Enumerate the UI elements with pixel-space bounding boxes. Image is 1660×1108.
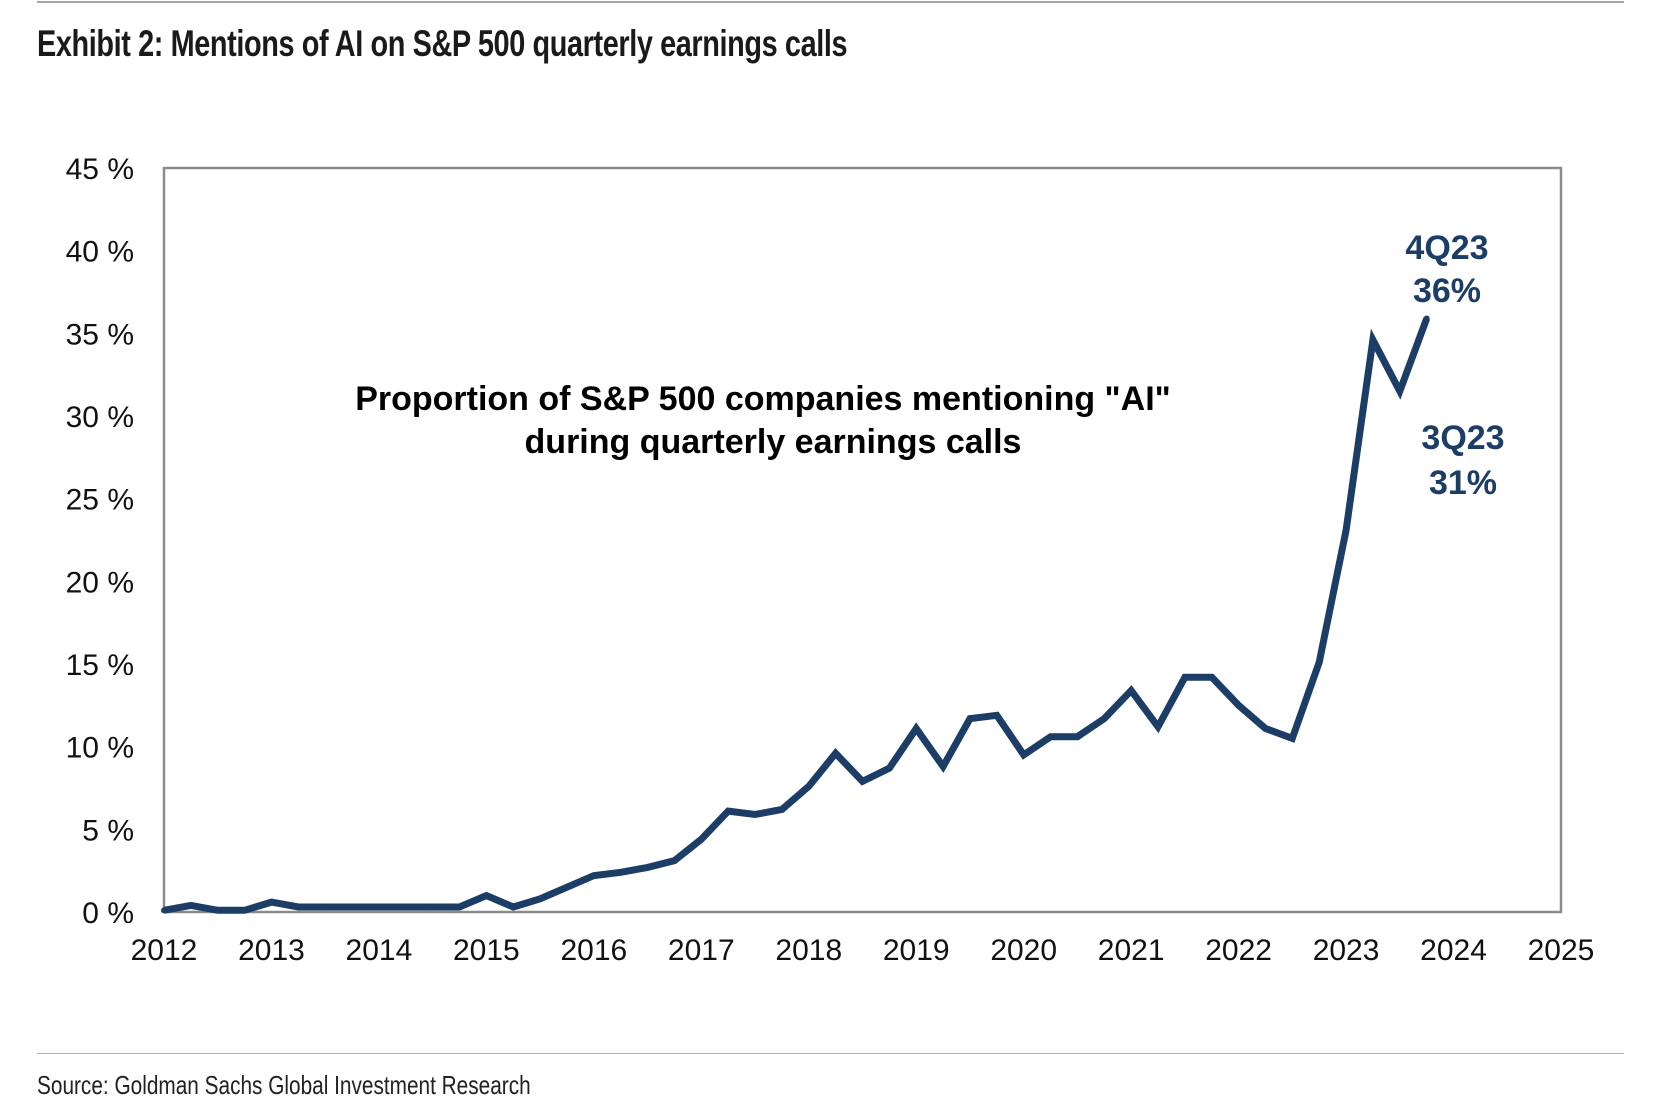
y-tick-label: 20 %: [66, 566, 134, 599]
data-point-1Q22: [1235, 702, 1242, 709]
data-point-1Q17: [698, 836, 705, 843]
point-annotations: 4Q23 36% 3Q23 31%: [1405, 229, 1504, 502]
data-point-4Q15: [563, 884, 570, 891]
data-point-2Q14: [402, 904, 409, 911]
x-tick-label: 2023: [1313, 934, 1380, 967]
data-point-2Q12: [187, 902, 194, 909]
y-axis-ticks: 0 % 5 % 10 % 15 % 20 % 25 % 30 % 35 % 40 % 45 %: [66, 153, 134, 930]
x-tick-label: 2022: [1205, 934, 1272, 967]
x-tick-label: 2021: [1098, 934, 1165, 967]
x-tick-label: 2019: [883, 934, 950, 967]
y-tick-label: 45 %: [66, 153, 134, 186]
x-tick-label: 2025: [1528, 934, 1595, 967]
data-point-1Q13: [268, 899, 275, 906]
data-point-4Q19: [993, 712, 1000, 719]
center-note-line-2: during quarterly earnings calls: [525, 423, 1022, 461]
data-point-2Q23: [1369, 336, 1376, 343]
data-point-4Q21: [1208, 674, 1215, 681]
y-tick-label: 5 %: [82, 814, 134, 847]
data-point-4Q20: [1101, 715, 1108, 722]
data-point-1Q23: [1343, 527, 1350, 534]
source-note: Source: Goldman Sachs Global Investment …: [37, 1070, 531, 1100]
data-point-1Q12: [161, 907, 167, 914]
data-point-3Q19: [966, 715, 973, 722]
data-point-3Q21: [1181, 674, 1188, 681]
data-point-3Q23: [1396, 388, 1403, 395]
data-point-3Q20: [1074, 733, 1081, 740]
y-tick-label: 35 %: [66, 318, 134, 351]
data-point-2Q22: [1262, 725, 1269, 732]
data-point-2Q13: [295, 904, 302, 911]
y-tick-label: 15 %: [66, 649, 134, 682]
data-point-4Q17: [778, 806, 785, 813]
data-point-4Q16: [671, 857, 678, 864]
x-tick-label: 2024: [1420, 934, 1487, 967]
bottom-rule: [37, 1053, 1624, 1054]
annotation-4q23-label: 4Q23: [1405, 229, 1488, 267]
data-point-1Q14: [375, 904, 382, 911]
data-point-2Q17: [725, 808, 732, 815]
y-tick-label: 25 %: [66, 484, 134, 517]
data-point-2Q20: [1047, 733, 1054, 740]
y-tick-label: 0 %: [82, 897, 134, 930]
data-point-2Q21: [1155, 723, 1162, 730]
data-point-2Q18: [832, 750, 839, 757]
x-axis-ticks: 2012 2013 2014 2015 2016 2017 2018 2019 2020 2021…: [131, 934, 1595, 967]
plot-area-frame: [162, 166, 1563, 914]
data-point-1Q21: [1128, 687, 1135, 694]
y-tick-label: 10 %: [66, 732, 134, 765]
y-tick-label: 40 %: [66, 236, 134, 269]
data-point-1Q16: [590, 872, 597, 879]
data-point-4Q22: [1316, 659, 1323, 666]
x-tick-label: 2013: [238, 934, 305, 967]
data-point-3Q14: [429, 904, 436, 911]
x-tick-label: 2017: [668, 934, 735, 967]
data-point-3Q22: [1289, 735, 1296, 742]
data-point-1Q15: [483, 892, 490, 899]
exhibit-title: Exhibit 2: Mentions of AI on S&P 500 qua…: [37, 23, 848, 64]
data-point-1Q19: [913, 725, 920, 732]
annotation-3q23-value: 31%: [1429, 464, 1497, 502]
x-tick-label: 2016: [560, 934, 627, 967]
x-tick-label: 2020: [990, 934, 1057, 967]
data-point-2Q15: [510, 904, 517, 911]
x-tick-label: 2015: [453, 934, 520, 967]
x-tick-label: 2018: [775, 934, 842, 967]
data-point-3Q17: [752, 811, 759, 818]
x-tick-label: 2012: [131, 934, 198, 967]
annotation-4q23-value: 36%: [1413, 272, 1481, 310]
y-tick-label: 30 %: [66, 401, 134, 434]
x-tick-label: 2014: [346, 934, 413, 967]
data-point-3Q18: [859, 778, 866, 785]
data-point-3Q12: [214, 907, 221, 914]
annotation-3q23-label: 3Q23: [1421, 419, 1504, 457]
data-point-4Q23: [1423, 315, 1430, 322]
data-point-4Q13: [349, 904, 356, 911]
data-point-2Q16: [617, 869, 624, 876]
data-point-3Q13: [322, 904, 329, 911]
chart-center-note: Proportion of S&P 500 companies mentioni…: [355, 380, 1171, 461]
series-line-ai-mentions: [163, 317, 1430, 914]
data-point-3Q15: [537, 895, 544, 902]
data-point-4Q14: [456, 904, 463, 911]
data-point-2Q19: [940, 763, 947, 770]
data-point-1Q18: [805, 783, 812, 790]
series-points: [161, 315, 1430, 914]
center-note-line-1: Proportion of S&P 500 companies mentioni…: [355, 380, 1171, 418]
top-rule: [37, 1, 1624, 3]
data-point-3Q16: [644, 864, 651, 871]
data-point-4Q12: [241, 907, 248, 914]
data-point-4Q18: [886, 765, 893, 772]
data-point-1Q20: [1020, 751, 1027, 758]
